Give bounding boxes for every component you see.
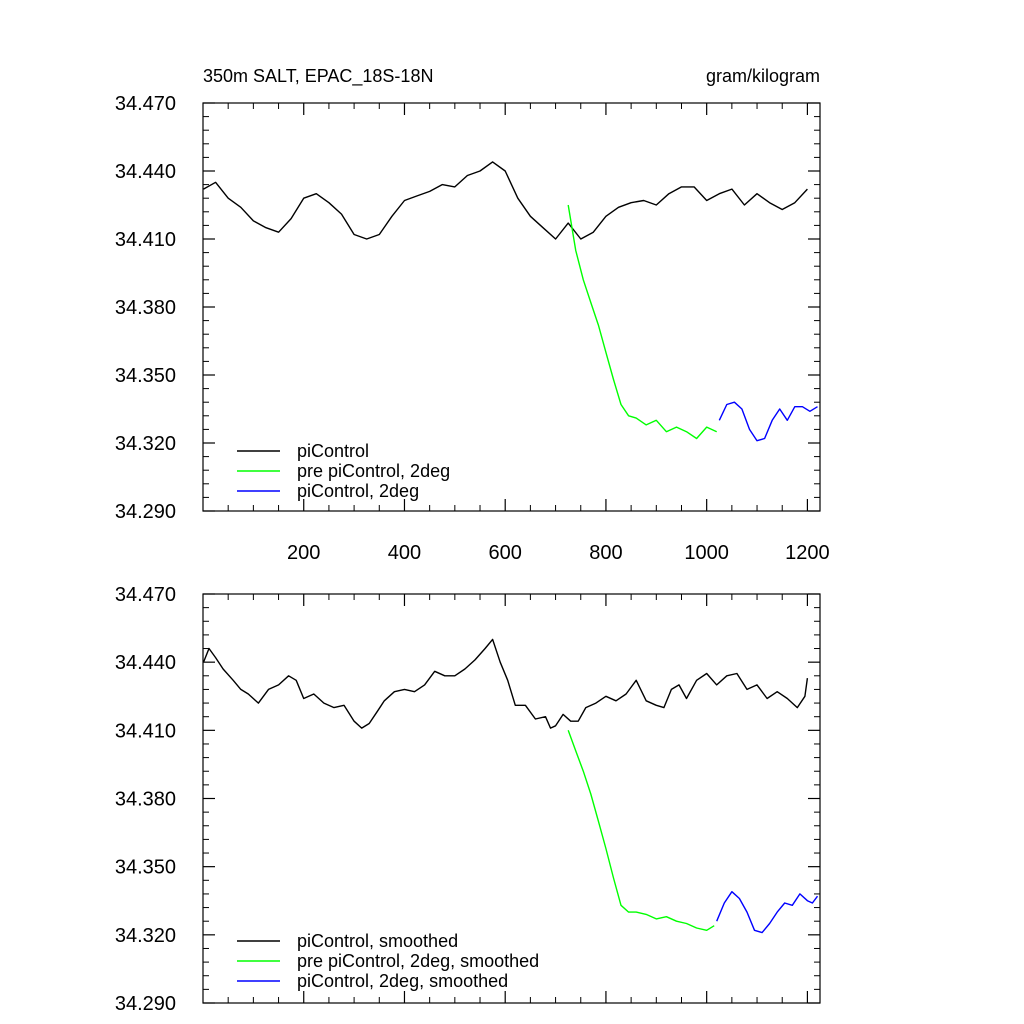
plot-frame (202, 102, 821, 512)
y-tick-label: 34.320 (115, 925, 176, 947)
y-tick-label: 34.440 (115, 652, 176, 674)
y-tick-label: 34.350 (115, 857, 176, 879)
x-tick-label: 1000 (684, 542, 729, 564)
units-label: gram/kilogram (706, 66, 820, 86)
series-line-pre-picontrol-2deg (567, 204, 717, 440)
legend-label: piControl, 2deg (297, 481, 419, 501)
series-line-pre-picontrol-2deg-smoothed (567, 730, 715, 931)
series-line-picontrol-smoothed (203, 638, 809, 729)
y-tick-label: 34.380 (115, 789, 176, 811)
x-tick-label: 400 (388, 542, 421, 564)
plot-frame (202, 593, 821, 1004)
top-panel: 34.290 34.320 34.350 34.380 34.410 34.440 34.4… (115, 93, 830, 564)
legend-label: piControl (297, 441, 369, 461)
y-tick-label: 34.350 (115, 365, 176, 387)
y-tick-label: 34.320 (115, 433, 176, 455)
y-tick-label: 34.380 (115, 297, 176, 319)
series-line-picontrol-2deg (718, 401, 818, 442)
y-tick-label: 34.440 (115, 161, 176, 183)
series-line-picontrol-2deg-smoothed (716, 891, 819, 934)
x-tick-label: 1200 (785, 542, 830, 564)
y-tick-label: 34.290 (115, 501, 176, 523)
y-tick-label: 34.470 (115, 584, 176, 606)
legend-label: pre piControl, 2deg (297, 461, 450, 481)
legend-label: piControl, smoothed (297, 931, 458, 951)
x-tick-label: 200 (287, 542, 320, 564)
chart-title: 350m SALT, EPAC_18S-18N (203, 66, 433, 87)
y-tick-label: 34.470 (115, 93, 176, 115)
series-line-picontrol (203, 161, 808, 240)
x-tick-label: 600 (489, 542, 522, 564)
y-tick-label: 34.410 (115, 720, 176, 742)
x-tick-label: 800 (589, 542, 622, 564)
legend-label: piControl, 2deg, smoothed (297, 971, 508, 991)
y-tick-label: 34.290 (115, 993, 176, 1015)
legend-label: pre piControl, 2deg, smoothed (297, 951, 539, 971)
bottom-panel: 34.290 34.320 34.350 34.380 34.410 34.440 34.4… (115, 584, 821, 1015)
y-tick-label: 34.410 (115, 229, 176, 251)
